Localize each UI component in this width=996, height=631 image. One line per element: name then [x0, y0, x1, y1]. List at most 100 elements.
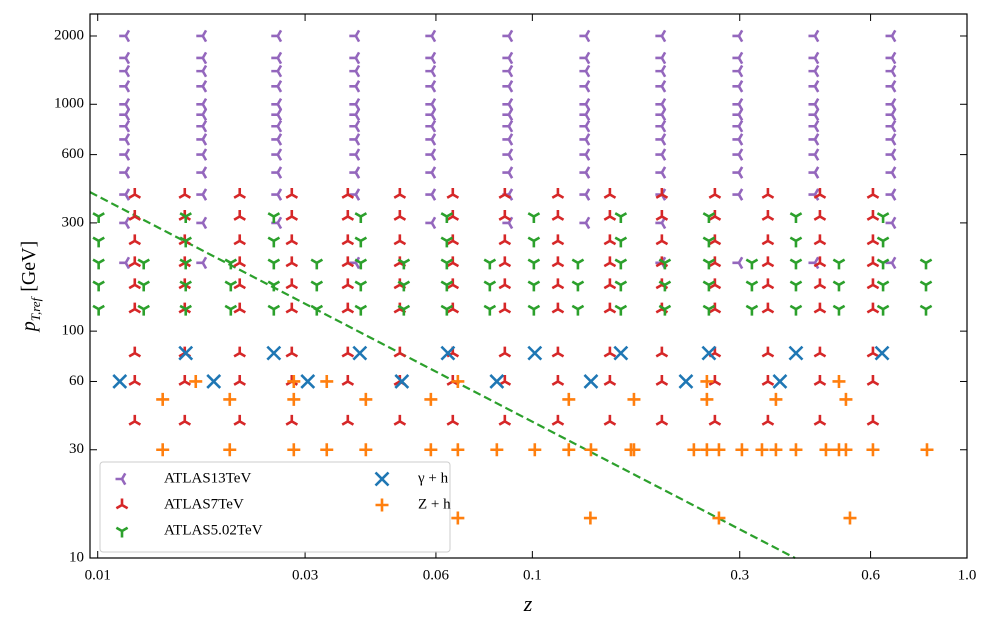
data-point [393, 414, 407, 426]
data-point [808, 108, 820, 121]
data-point [341, 234, 355, 246]
data-point [271, 80, 283, 93]
data-point [394, 374, 410, 389]
data-point [233, 234, 247, 246]
y-tick-label: 30 [69, 441, 84, 457]
data-point [603, 302, 617, 314]
data-point [761, 302, 775, 314]
data-point [732, 51, 744, 65]
data-point [579, 188, 591, 201]
data-point [397, 258, 411, 270]
data-point [789, 212, 803, 224]
data-point [584, 443, 598, 457]
x-tick-label: 0.01 [85, 567, 111, 583]
data-point [603, 414, 617, 426]
data-point [579, 80, 591, 93]
data-point [267, 236, 281, 248]
data-point [551, 256, 565, 268]
data-point [813, 278, 827, 290]
data-point [349, 148, 361, 161]
data-point [579, 119, 591, 133]
data-point [579, 216, 591, 230]
data-point [498, 188, 512, 199]
data-point [579, 29, 591, 43]
data-point [425, 97, 437, 111]
data-point [708, 374, 722, 386]
data-point [119, 133, 131, 146]
data-point [498, 210, 512, 221]
data-point [866, 374, 880, 386]
data-point [425, 29, 437, 43]
data-point [320, 443, 334, 457]
data-point [119, 256, 131, 270]
data-point [876, 304, 890, 316]
x-tick-label: 0.03 [292, 567, 318, 583]
data-point [440, 304, 454, 316]
data-point [502, 51, 514, 65]
data-point [341, 414, 355, 426]
data-point [808, 64, 820, 78]
data-point [579, 148, 591, 161]
data-point [813, 210, 827, 221]
data-point [178, 188, 192, 199]
data-point [761, 346, 775, 358]
data-point [527, 212, 541, 224]
data-point [655, 188, 669, 199]
legend-marker [115, 526, 129, 538]
data-point [551, 302, 565, 314]
data-point [285, 188, 299, 199]
data-point [655, 29, 667, 43]
data-point [446, 188, 460, 199]
data-point [700, 392, 714, 406]
data-point [271, 133, 283, 146]
data-point [866, 188, 880, 199]
data-point [128, 278, 142, 290]
data-point [732, 148, 744, 161]
data-point [354, 280, 368, 292]
data-point [397, 304, 411, 316]
data-point [271, 148, 283, 161]
data-point [551, 346, 565, 358]
data-point [885, 29, 897, 43]
data-point [603, 278, 617, 290]
data-point [843, 511, 857, 525]
data-point [527, 280, 541, 292]
data-point [320, 374, 334, 388]
data-point [224, 304, 238, 316]
data-point [287, 443, 301, 457]
data-point [702, 304, 716, 316]
data-point [119, 216, 131, 230]
data-point [571, 258, 585, 270]
data-point [655, 108, 667, 121]
data-point [502, 119, 514, 133]
data-point [271, 108, 283, 121]
data-point [788, 345, 804, 361]
data-point [341, 302, 355, 314]
data-point [393, 188, 407, 199]
data-point [266, 345, 282, 361]
data-point [233, 278, 247, 290]
data-point [808, 166, 820, 179]
data-point [655, 64, 667, 78]
data-point [919, 304, 933, 316]
data-point [119, 29, 131, 43]
data-point [178, 345, 194, 361]
data-point [349, 64, 361, 78]
data-point [128, 188, 142, 199]
data-point [393, 346, 407, 358]
data-point [112, 374, 128, 389]
data-point [885, 133, 897, 146]
data-point [224, 280, 238, 292]
data-point [761, 256, 775, 268]
data-point [813, 302, 827, 314]
data-point [732, 108, 744, 121]
data-point [839, 443, 853, 457]
data-point [832, 258, 846, 270]
data-point [425, 108, 437, 121]
data-point [761, 188, 775, 199]
y-tick-label: 600 [62, 146, 85, 162]
data-point [658, 280, 672, 292]
data-point [527, 345, 543, 361]
data-point [808, 51, 820, 65]
data-point [571, 304, 585, 316]
